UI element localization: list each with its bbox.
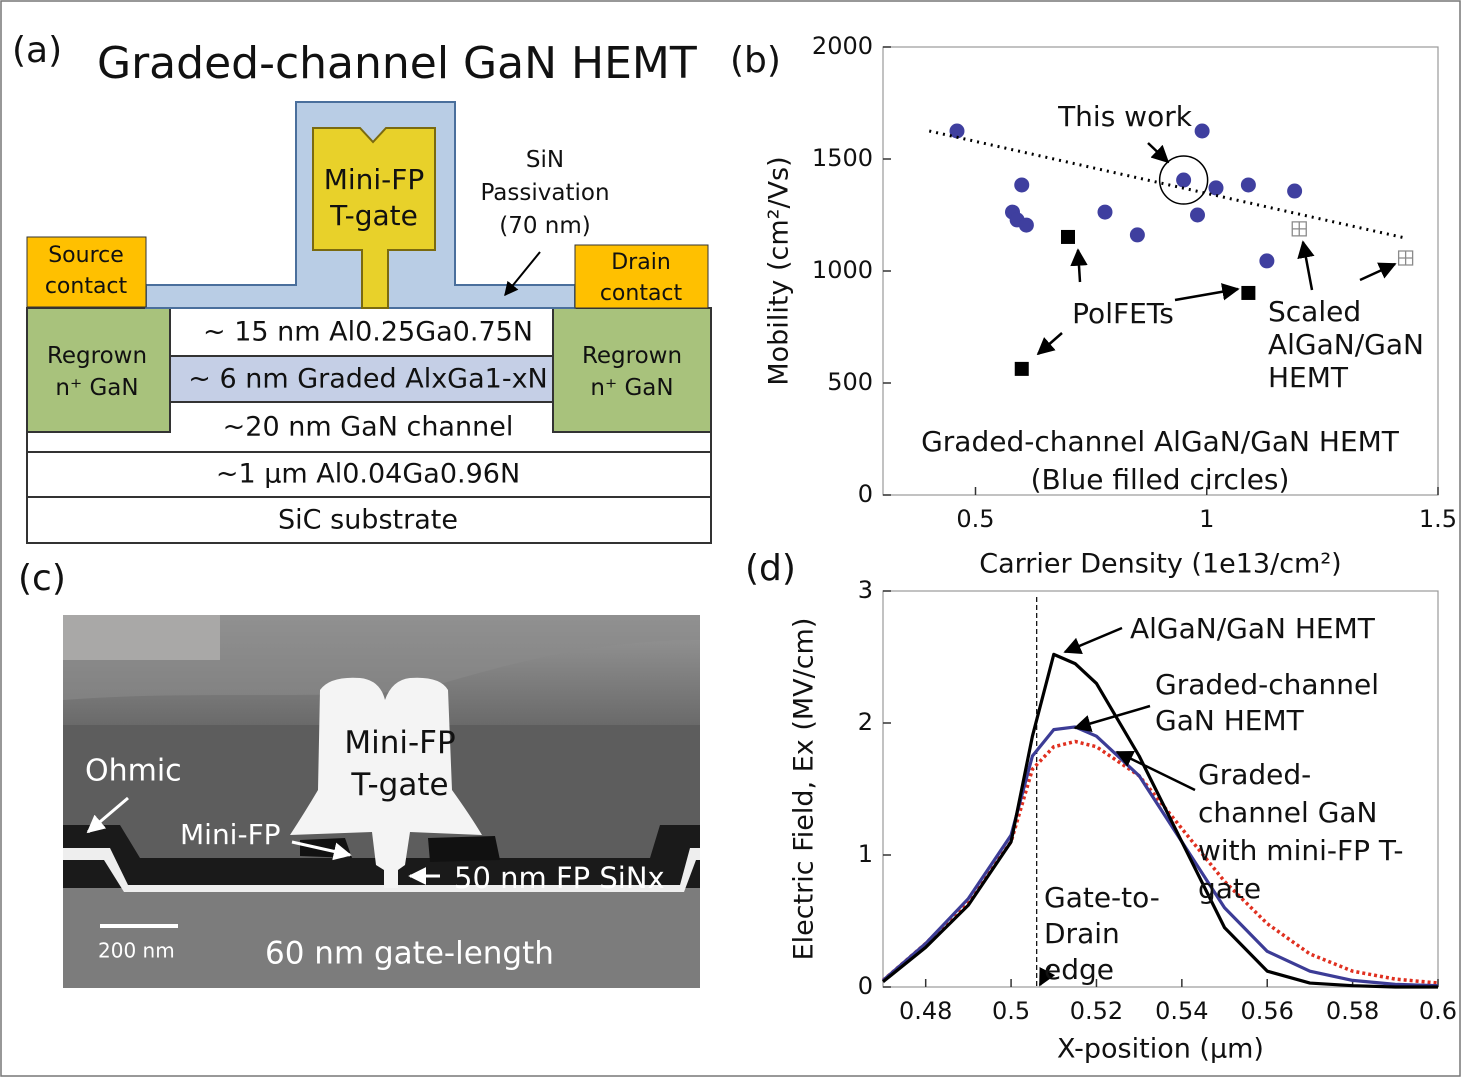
- figure: (a) Graded-channel GaN HEMT ~ 15 nm Al0.…: [0, 0, 1461, 1077]
- annotation: This work: [1057, 100, 1193, 133]
- contact-label: Source contact: [30, 240, 142, 302]
- y-tick-label: 2000: [812, 32, 873, 60]
- regrown-label: Regrown n⁺ GaN: [577, 340, 687, 404]
- point: [1130, 227, 1145, 242]
- image-label: 60 nm gate-length: [265, 936, 554, 972]
- layer-label: ~ 15 nm Al0.25Ga0.75N: [203, 317, 533, 348]
- x-tick-label: 0.54: [1155, 997, 1208, 1025]
- x-tick-label: 0.5: [992, 997, 1030, 1025]
- arrow: [1038, 333, 1062, 354]
- layer-label: ~20 nm GaN channel: [223, 412, 514, 443]
- y-axis-label: Electric Field, Ex (MV/cm): [789, 618, 820, 961]
- regrown-label: Regrown n⁺ GaN: [42, 340, 152, 404]
- point: [1098, 205, 1113, 220]
- point: [1190, 208, 1205, 223]
- arrow: [1175, 289, 1238, 300]
- y-tick-label: 3: [858, 576, 873, 604]
- point: [1259, 253, 1274, 268]
- y-tick-label: 0: [858, 480, 873, 508]
- point: [1019, 218, 1034, 233]
- y-axis-label: Mobility (cm²/Vs): [764, 156, 795, 385]
- panel-label: (c): [18, 558, 66, 599]
- reference-label: Gate-to-Drain edge: [1044, 880, 1194, 988]
- arrow: [1078, 250, 1080, 282]
- series-label: Graded-channel GaN HEMT: [1155, 667, 1385, 739]
- series-label: Graded-channel AlGaN/GaN HEMT: [921, 425, 1400, 458]
- annotation: (Blue filled circles): [1031, 463, 1290, 496]
- arrow: [1303, 242, 1312, 290]
- point: [1287, 184, 1302, 199]
- dark-region: [428, 836, 500, 862]
- image-label: Ohmic: [85, 754, 182, 789]
- x-tick-label: 1: [1199, 505, 1214, 533]
- x-tick-label: 0.5: [956, 505, 994, 533]
- point: [1241, 286, 1255, 300]
- gate-label: Mini-FP T-gate: [314, 162, 434, 234]
- panel-label: (d): [745, 548, 796, 589]
- y-tick-label: 2: [858, 708, 873, 736]
- arrow: [1360, 264, 1395, 280]
- layer-label: ~ 6 nm Graded AlxGa1-xN: [188, 364, 548, 395]
- x-tick-label: 1.5: [1419, 505, 1457, 533]
- x-tick-label: 0.52: [1070, 997, 1123, 1025]
- point: [1176, 173, 1191, 188]
- x-axis-label: Carrier Density (1e13/cm²): [979, 549, 1341, 580]
- x-tick-label: 0.58: [1326, 997, 1379, 1025]
- x-axis-label: X-position (µm): [1057, 1034, 1264, 1065]
- x-tick-label: 0.6: [1419, 997, 1457, 1025]
- passivation-label: SiN Passivation (70 nm): [480, 144, 610, 243]
- series-label: Scaled AlGaN/GaN HEMT: [1268, 295, 1438, 394]
- series-label: PolFETs: [1072, 297, 1174, 330]
- y-tick-label: 0: [858, 972, 873, 1000]
- x-tick-label: 0.56: [1241, 997, 1294, 1025]
- contact-label: Drain contact: [580, 247, 702, 309]
- point: [1195, 124, 1210, 139]
- point: [1015, 362, 1029, 376]
- point: [1241, 177, 1256, 192]
- arrow: [1148, 143, 1168, 162]
- point: [1399, 251, 1413, 265]
- series-label: AlGaN/GaN HEMT: [1130, 612, 1376, 645]
- layer-label: SiC substrate: [278, 505, 458, 536]
- panel-label: (b): [730, 40, 781, 81]
- arrow: [1065, 628, 1122, 652]
- image-label: 50 nm FP SiNx: [454, 861, 665, 895]
- scale-label: 200 nm: [98, 939, 175, 963]
- trend-line: [929, 131, 1405, 238]
- figure-canvas: (a) Graded-channel GaN HEMT ~ 15 nm Al0.…: [0, 0, 1461, 1077]
- y-tick-label: 1: [858, 840, 873, 868]
- y-tick-label: 1000: [812, 256, 873, 284]
- y-tick-label: 500: [827, 368, 873, 396]
- panel-label: (a): [12, 30, 62, 71]
- x-tick-label: 0.48: [899, 997, 952, 1025]
- layer-label: ~1 µm Al0.04Ga0.96N: [216, 459, 520, 490]
- series-label: Graded-channel GaN with mini-FP T-gate: [1198, 756, 1413, 908]
- y-tick-label: 1500: [812, 144, 873, 172]
- point: [1014, 177, 1029, 192]
- panel-title: Graded-channel GaN HEMT: [97, 38, 697, 89]
- point: [1061, 230, 1075, 244]
- point: [1292, 222, 1306, 236]
- image-label: Mini-FP: [180, 818, 281, 851]
- arrow: [1117, 752, 1195, 790]
- image-label: Mini-FP T-gate: [330, 722, 470, 806]
